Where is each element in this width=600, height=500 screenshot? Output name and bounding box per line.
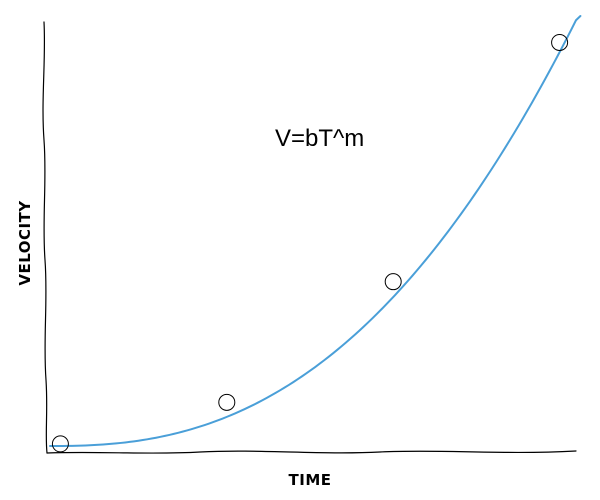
marker-layer bbox=[51, 33, 569, 453]
y-axis-label: VELOCITY bbox=[16, 200, 34, 286]
x-axis-label: TIME bbox=[289, 471, 332, 489]
x-axis-line bbox=[46, 450, 577, 454]
data-point-3 bbox=[551, 33, 569, 51]
curve-layer bbox=[49, 15, 582, 447]
equation-annotation: V=bT^m bbox=[275, 125, 364, 152]
data-point-2 bbox=[384, 273, 402, 291]
data-point-1 bbox=[218, 393, 236, 411]
data-point-0 bbox=[51, 435, 69, 453]
y-axis-line bbox=[42, 21, 48, 454]
series-line-0 bbox=[49, 15, 582, 447]
